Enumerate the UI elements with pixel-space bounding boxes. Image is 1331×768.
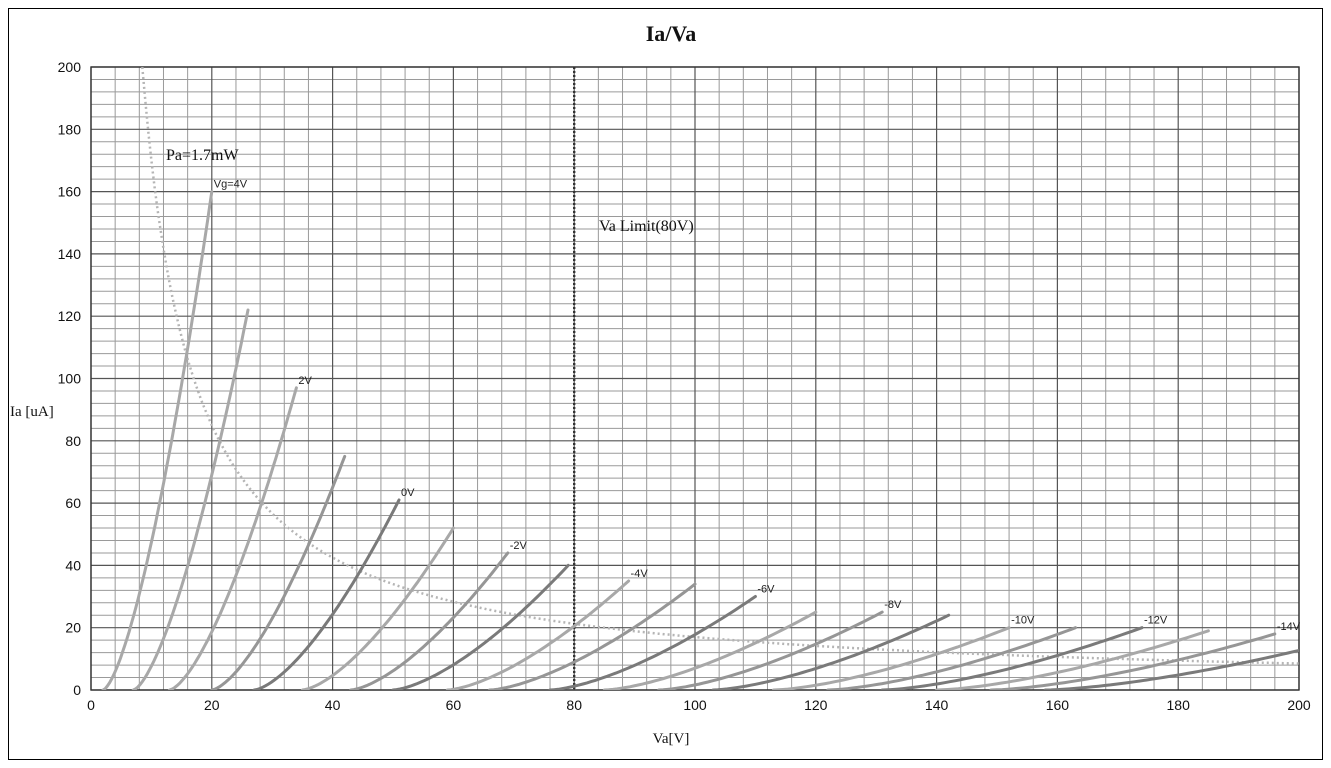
y-tick-label: 120 [58,308,82,324]
x-tick-label: 180 [1167,697,1191,713]
x-tick-label: 200 [1287,697,1311,713]
x-tick-label: 20 [204,697,220,713]
x-tick-label: 160 [1046,697,1070,713]
y-tick-label: 160 [58,184,82,200]
curve-label: Vg=4V [214,179,248,191]
characteristic-curve [101,190,214,690]
x-tick-label: 40 [325,697,341,713]
curve-label: -10V [1011,615,1035,627]
characteristic-curve [826,626,1077,690]
characteristic-curve [300,526,455,690]
characteristic-curve [252,498,401,690]
characteristic-curve [349,551,510,690]
y-tick-label: 20 [65,620,81,636]
y-axis-label: Ia [uA] [10,404,54,420]
characteristic-curve [989,632,1277,690]
y-tick-label: 140 [58,246,82,262]
tick-labels: 0 20 40 60 80 100 120 140 160 180 200 0 20 40 60 80 100 1… [58,59,1311,713]
characteristic-curve [131,308,250,690]
y-tick-label: 180 [58,121,82,137]
curve-label: -8V [884,599,902,611]
characteristic-curve [880,626,1144,690]
x-tick-label: 60 [446,697,462,713]
voltage-limit-annotation: Va Limit(80V) [599,218,694,235]
curve-labels: Vg=4V 2V 0V -2V -4V -6V -8V -10V -12V -14V [214,179,1301,633]
characteristic-curve [772,626,1011,690]
curve-label: -14V [1277,621,1301,633]
curve-label: 2V [298,375,312,387]
chart-title: Ia/Va [646,21,697,46]
characteristic-curve [168,386,298,690]
characteristic-curve [548,595,757,690]
y-tick-label: 80 [65,433,81,449]
chart-plot: 0 20 40 60 80 100 120 140 160 180 200 0 20 40 60 80 100 1… [10,21,1311,747]
grid [90,66,1300,691]
characteristic-curve [711,613,951,690]
characteristic-curve [445,579,631,690]
x-tick-label: 100 [683,697,707,713]
chart-frame: 0 20 40 60 80 100 120 140 160 180 200 0 20 40 60 80 100 1… [8,8,1323,760]
characteristic-curve [391,563,570,690]
y-tick-label: 60 [65,495,81,511]
curve-label: 0V [401,487,415,499]
characteristic-curve [657,610,884,690]
characteristic-curve [935,629,1210,690]
y-tick-label: 100 [58,371,82,387]
x-tick-label: 80 [566,697,582,713]
power-limit-annotation: Pa=1.7mW [166,147,239,164]
x-tick-label: 140 [925,697,949,713]
y-tick-label: 40 [65,557,81,573]
characteristic-curve [1043,648,1299,690]
curve-label: -12V [1144,615,1168,627]
characteristic-curve [210,454,347,690]
x-tick-label: 0 [87,697,95,713]
characteristic-curve [602,610,818,690]
characteristic-curve [488,582,697,690]
curve-label: -4V [631,568,649,580]
x-tick-label: 120 [804,697,828,713]
curves [101,67,1299,690]
curve-label: -6V [757,584,775,596]
plot-border [90,66,1300,691]
curve-label: -2V [510,540,528,552]
power-limit-curve [141,67,1299,665]
y-tick-label: 200 [58,59,82,75]
x-axis-label: Va[V] [653,731,690,747]
y-tick-label: 0 [73,682,81,698]
